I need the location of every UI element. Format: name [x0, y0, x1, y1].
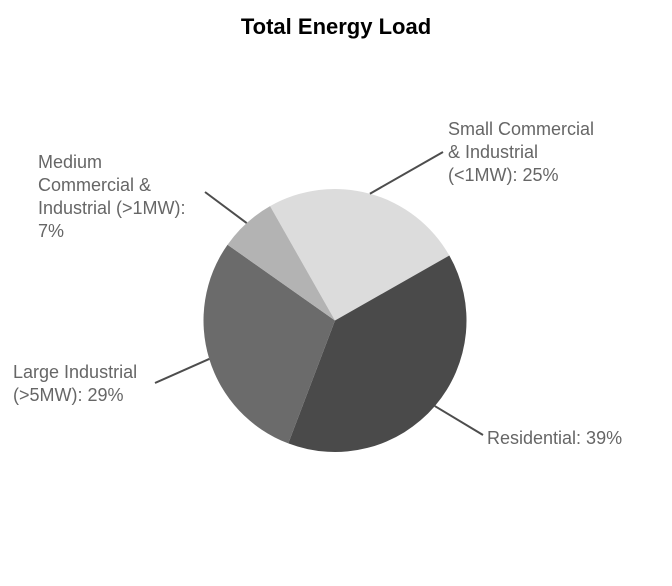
pie-slice-medium-commercial-industrial	[227, 206, 335, 321]
leader-line-small-commercial-industrial	[369, 151, 444, 195]
slice-label-large-industrial: Large Industrial (>5MW): 29%	[13, 362, 138, 405]
slice-label-medium-commercial-industrial: Medium Commercial & Industrial (>1MW): 7…	[38, 152, 186, 241]
slice-label-small-commercial-industrial: Small Commercial & Industrial (<1MW): 25…	[448, 119, 595, 185]
pie-slice-large-industrial	[203, 244, 335, 444]
chart-title: Total Energy Load	[240, 14, 432, 39]
pie-slice-small-commercial-industrial	[270, 189, 450, 321]
pie-slice-residential	[288, 255, 467, 453]
leader-line-medium-commercial-industrial	[204, 191, 248, 224]
leader-line-large-industrial	[154, 358, 210, 384]
leader-line-residential	[434, 405, 484, 436]
slice-label-residential: Residential: 39%	[487, 428, 623, 448]
